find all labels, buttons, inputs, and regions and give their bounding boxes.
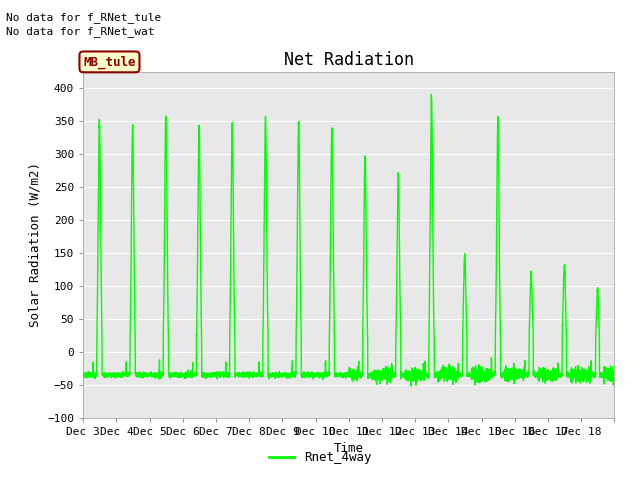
- Text: MB_tule: MB_tule: [83, 55, 136, 69]
- Title: Net Radiation: Net Radiation: [284, 51, 414, 69]
- X-axis label: Time: Time: [334, 442, 364, 455]
- Text: No data for f_RNet_wat: No data for f_RNet_wat: [6, 26, 155, 37]
- Text: No data for f_RNet_tule: No data for f_RNet_tule: [6, 12, 162, 23]
- Y-axis label: Solar Radiation (W/m2): Solar Radiation (W/m2): [29, 162, 42, 327]
- Legend: Rnet_4way: Rnet_4way: [264, 446, 376, 469]
